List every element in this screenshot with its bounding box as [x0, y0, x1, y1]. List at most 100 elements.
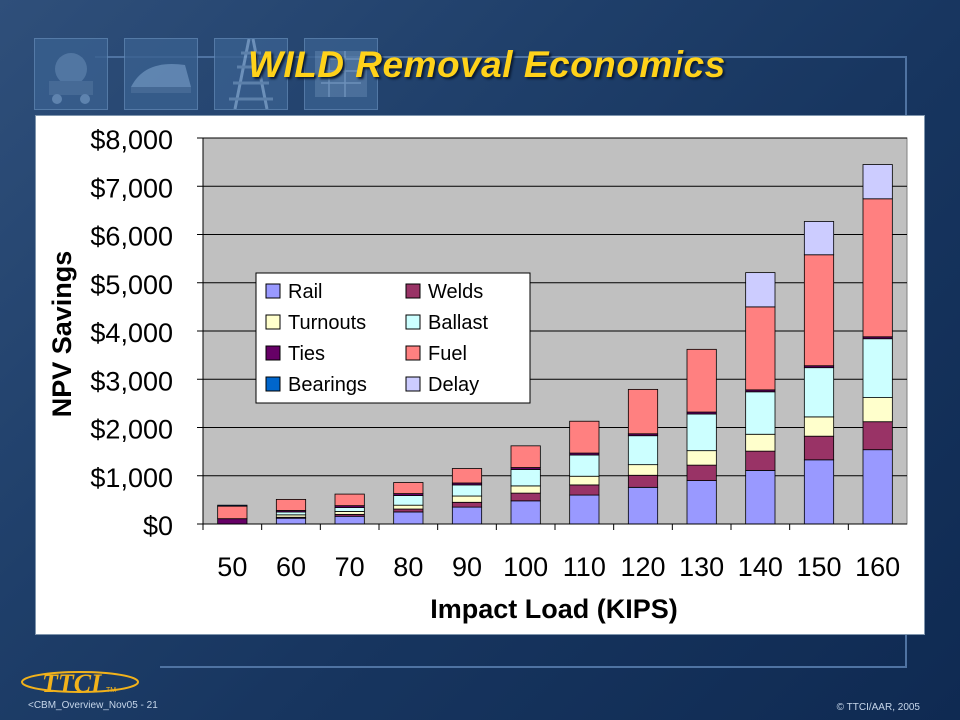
x-axis: 50 60 70 80 90 100 110 120 130 140 150 160	[202, 523, 907, 582]
locomotive-thumbnail	[34, 38, 108, 110]
y-tick-label: $5,000	[90, 270, 173, 300]
bar-segment-fuel	[334, 493, 365, 507]
legend-swatch	[405, 314, 421, 330]
y-axis-label: NPV Savings	[47, 251, 77, 418]
bar-segment-turnouts	[745, 433, 776, 452]
bar-segment-fuel	[451, 468, 483, 484]
y-tick-label: $1,000	[90, 463, 173, 493]
bar-segment-ballast	[275, 511, 307, 516]
bar-segment-fuel	[569, 420, 600, 454]
bar-segment-welds	[686, 464, 717, 481]
x-tick-label: 100	[503, 552, 548, 582]
legend-swatch	[405, 376, 421, 392]
bar-segment-turnouts	[569, 475, 600, 486]
bar-segment-delay	[745, 272, 776, 308]
bar-segment-ballast	[745, 391, 776, 435]
bar-segment-fuel	[862, 198, 893, 338]
bar-segment-fuel	[803, 254, 835, 367]
bar-segment-fuel	[393, 482, 424, 495]
x-tick-label: 90	[452, 552, 482, 582]
footer-copyright: © TTCI/AAR, 2005	[836, 702, 920, 713]
legend-swatch	[265, 314, 281, 330]
y-tick-label: $0	[143, 511, 173, 541]
legend-label: Fuel	[428, 343, 467, 365]
bar-segment-welds	[510, 492, 541, 502]
bar-segment-turnouts	[803, 416, 835, 437]
bar-segment-fuel	[745, 306, 776, 391]
legend-label: Ballast	[428, 312, 488, 334]
y-axis: $0 $1,000 $2,000 $3,000 $4,000 $5,000 $6,000 $7…	[90, 125, 204, 541]
y-tick-label: $2,000	[90, 415, 173, 445]
legend-swatch	[265, 283, 281, 299]
bar-segment-rail	[745, 470, 776, 525]
circuit-board-thumbnail	[304, 38, 378, 110]
bar-segment-rail	[862, 449, 893, 525]
ttci-logo: TTCI TM	[20, 664, 160, 705]
x-tick-label: 60	[276, 552, 306, 582]
bar-segment-rail	[510, 500, 541, 525]
bar-segment-welds	[862, 421, 893, 451]
x-tick-label: 110	[563, 552, 606, 582]
logo-tm: TM	[106, 687, 116, 694]
bar-segment-turnouts	[393, 504, 424, 510]
bar-segment-ballast	[569, 454, 600, 477]
bar-segment-fuel	[510, 445, 541, 468]
y-tick-label: $4,000	[90, 318, 173, 348]
bar-segment-rail	[569, 494, 600, 525]
bar-segment-rail	[803, 459, 835, 525]
legend-swatch	[405, 345, 421, 361]
bar-segment-fuel	[686, 348, 717, 413]
legend-swatch	[265, 376, 281, 392]
bar-segment-delay	[862, 164, 893, 200]
legend-label: Ties	[288, 343, 325, 365]
legend-swatch	[265, 345, 281, 361]
x-tick-label: 70	[335, 552, 365, 582]
frame-line-bottom	[160, 666, 907, 668]
bar-segment-turnouts	[510, 485, 541, 494]
x-tick-label: 50	[217, 552, 247, 582]
track-thumbnail	[214, 38, 288, 110]
bar-segment-ballast	[451, 484, 483, 497]
bar-segment-ballast	[862, 338, 893, 398]
legend-label: Delay	[428, 374, 479, 396]
legend-label: Rail	[288, 281, 322, 303]
bar-segment-rail	[334, 515, 365, 525]
bar-segment-ties	[217, 518, 248, 525]
x-tick-label: 160	[855, 552, 900, 582]
bar-segment-ballast	[393, 495, 424, 506]
legend-box	[255, 272, 531, 404]
bar-segment-turnouts	[862, 397, 893, 423]
bar-segment-fuel	[627, 388, 659, 435]
slide-title: WILD Removal Economics	[248, 44, 726, 85]
x-tick-label: 150	[796, 552, 841, 582]
legend: Rail Welds Turnouts Ballast Ties Fuel Bearings…	[255, 272, 531, 404]
y-tick-label: $6,000	[90, 222, 173, 252]
legend-swatch	[405, 283, 421, 299]
bar-segment-turnouts	[334, 511, 365, 515]
legend-label: Turnouts	[288, 312, 366, 334]
bar-segment-ballast	[803, 367, 835, 418]
bar-segment-ballast	[686, 413, 717, 452]
legend-label: Bearings	[288, 374, 367, 396]
bar-segment-turnouts	[627, 464, 659, 476]
bar-segment-welds	[627, 474, 659, 488]
bar-segment-welds	[745, 450, 776, 471]
bar-segment-welds	[803, 435, 835, 461]
x-tick-label: 120	[620, 552, 665, 582]
footer-slide-reference: <CBM_Overview_Nov05 - 21	[28, 700, 158, 711]
x-tick-label: 80	[393, 552, 423, 582]
legend-label: Welds	[428, 281, 483, 303]
bar-segment-welds	[393, 508, 424, 513]
bar-segment-rail	[686, 480, 717, 525]
stacked-bar-chart: $0 $1,000 $2,000 $3,000 $4,000 $5,000 $6,000 $7…	[47, 125, 908, 624]
bar-segment-welds	[451, 501, 483, 508]
bar-segment-rail	[275, 517, 307, 525]
bar-segment-fuel	[217, 505, 248, 520]
bar-segment-rail	[393, 511, 424, 525]
y-tick-label: $8,000	[90, 125, 173, 155]
y-tick-label: $7,000	[90, 173, 173, 203]
bar-segment-ballast	[627, 435, 659, 466]
bar-segment-welds	[569, 484, 600, 496]
x-tick-label: 130	[679, 552, 724, 582]
bar-segment-turnouts	[451, 495, 483, 503]
